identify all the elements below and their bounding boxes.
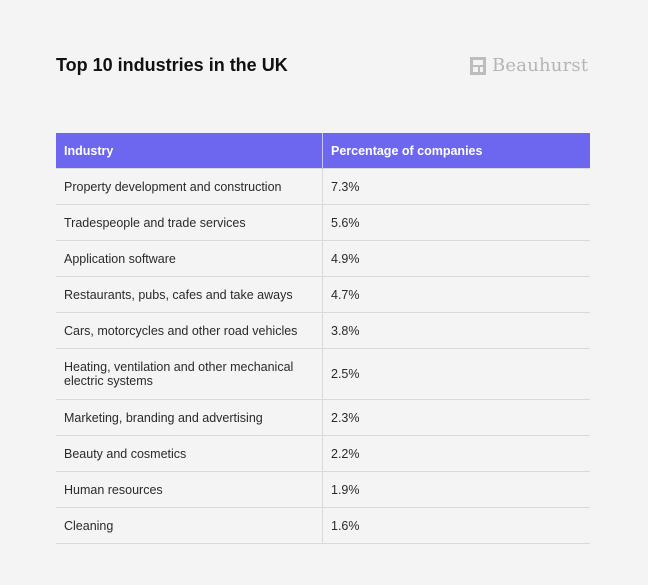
table-header-row: Industry Percentage of companies (56, 133, 590, 169)
industry-cell: Restaurants, pubs, cafes and take aways (56, 276, 323, 313)
percent-cell: 4.9% (322, 240, 590, 277)
table-row: Application software 4.9% (56, 240, 590, 277)
table-row: Cars, motorcycles and other road vehicle… (56, 312, 590, 349)
logo-text: Beauhurst (492, 55, 589, 76)
industry-cell: Tradespeople and trade services (56, 204, 323, 241)
logo: Beauhurst (470, 55, 588, 76)
percent-cell: 4.7% (322, 276, 590, 313)
table-row: Marketing, branding and advertising 2.3% (56, 399, 590, 436)
percent-cell: 3.8% (322, 312, 590, 349)
industry-cell: Marketing, branding and advertising (56, 399, 323, 436)
industries-table: Industry Percentage of companies Propert… (56, 133, 590, 544)
percent-cell: 2.3% (322, 399, 590, 436)
column-header-industry: Industry (56, 133, 323, 169)
percent-cell: 5.6% (322, 204, 590, 241)
table-row: Human resources 1.9% (56, 471, 590, 508)
industry-cell: Cleaning (56, 507, 323, 544)
percent-cell: 2.2% (322, 435, 590, 472)
beauhurst-logo-icon (470, 56, 486, 75)
page-title: Top 10 industries in the UK (56, 55, 288, 75)
industry-cell: Heating, ventilation and other mechanica… (56, 348, 323, 400)
table-row: Restaurants, pubs, cafes and take aways … (56, 276, 590, 313)
industry-cell: Human resources (56, 471, 323, 508)
percent-cell: 2.5% (322, 348, 590, 400)
industry-cell: Beauty and cosmetics (56, 435, 323, 472)
column-header-percentage: Percentage of companies (322, 133, 590, 169)
table-row: Heating, ventilation and other mechanica… (56, 348, 590, 400)
percent-cell: 1.6% (322, 507, 590, 544)
percent-cell: 1.9% (322, 471, 590, 508)
table-row: Property development and construction 7.… (56, 168, 590, 205)
table-row: Beauty and cosmetics 2.2% (56, 435, 590, 472)
industry-cell: Property development and construction (56, 168, 323, 205)
table-row: Cleaning 1.6% (56, 507, 590, 544)
table-row: Tradespeople and trade services 5.6% (56, 204, 590, 241)
percent-cell: 7.3% (322, 168, 590, 205)
industry-cell: Application software (56, 240, 323, 277)
industry-cell: Cars, motorcycles and other road vehicle… (56, 312, 323, 349)
